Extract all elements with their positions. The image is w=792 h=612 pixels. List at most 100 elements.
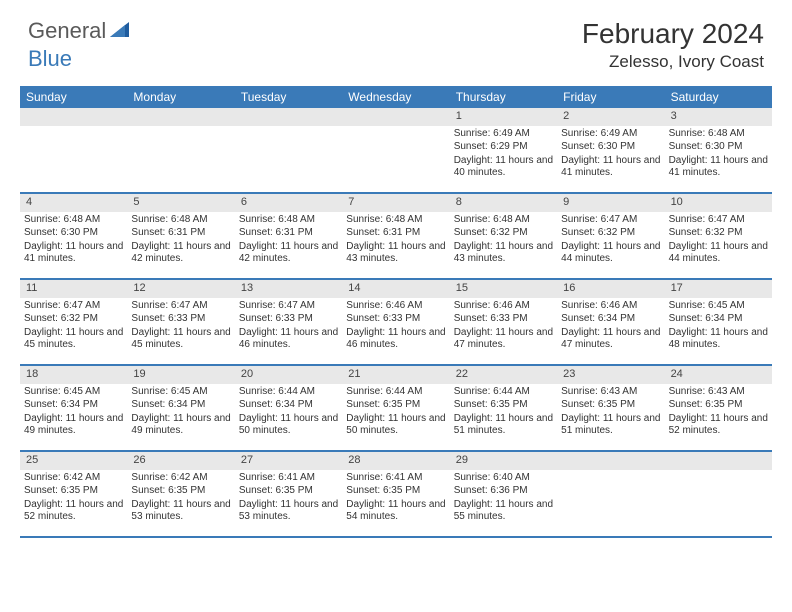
day-content: Sunrise: 6:43 AMSunset: 6:35 PMDaylight:… — [665, 384, 772, 443]
day-cell: 25Sunrise: 6:42 AMSunset: 6:35 PMDayligh… — [20, 452, 127, 536]
day-number: 17 — [665, 280, 772, 298]
daylight-text: Daylight: 11 hours and 48 minutes. — [669, 327, 768, 352]
empty-day-number — [127, 108, 234, 126]
day-cell — [665, 452, 772, 536]
day-content: Sunrise: 6:44 AMSunset: 6:35 PMDaylight:… — [342, 384, 449, 443]
sunset-text: Sunset: 6:36 PM — [454, 485, 553, 498]
weekday-header: Sunday — [20, 86, 127, 108]
week-row: 18Sunrise: 6:45 AMSunset: 6:34 PMDayligh… — [20, 366, 772, 452]
day-number: 15 — [450, 280, 557, 298]
daylight-text: Daylight: 11 hours and 52 minutes. — [669, 413, 768, 438]
day-content: Sunrise: 6:45 AMSunset: 6:34 PMDaylight:… — [665, 298, 772, 357]
day-cell: 15Sunrise: 6:46 AMSunset: 6:33 PMDayligh… — [450, 280, 557, 364]
logo-text-1: General — [28, 18, 106, 44]
day-content: Sunrise: 6:46 AMSunset: 6:33 PMDaylight:… — [342, 298, 449, 357]
sunrise-text: Sunrise: 6:48 AM — [24, 214, 123, 227]
day-number: 28 — [342, 452, 449, 470]
sunset-text: Sunset: 6:33 PM — [131, 313, 230, 326]
sunrise-text: Sunrise: 6:47 AM — [669, 214, 768, 227]
daylight-text: Daylight: 11 hours and 44 minutes. — [669, 241, 768, 266]
sunset-text: Sunset: 6:31 PM — [346, 227, 445, 240]
day-number: 24 — [665, 366, 772, 384]
empty-day-number — [235, 108, 342, 126]
day-cell: 6Sunrise: 6:48 AMSunset: 6:31 PMDaylight… — [235, 194, 342, 278]
day-cell — [20, 108, 127, 192]
daylight-text: Daylight: 11 hours and 49 minutes. — [24, 413, 123, 438]
daylight-text: Daylight: 11 hours and 46 minutes. — [239, 327, 338, 352]
empty-day-number — [342, 108, 449, 126]
sunset-text: Sunset: 6:34 PM — [131, 399, 230, 412]
daylight-text: Daylight: 11 hours and 53 minutes. — [239, 499, 338, 524]
daylight-text: Daylight: 11 hours and 54 minutes. — [346, 499, 445, 524]
day-content: Sunrise: 6:42 AMSunset: 6:35 PMDaylight:… — [127, 470, 234, 529]
day-number: 18 — [20, 366, 127, 384]
sunrise-text: Sunrise: 6:45 AM — [24, 386, 123, 399]
sunrise-text: Sunrise: 6:48 AM — [669, 128, 768, 141]
day-cell: 23Sunrise: 6:43 AMSunset: 6:35 PMDayligh… — [557, 366, 664, 450]
day-cell: 11Sunrise: 6:47 AMSunset: 6:32 PMDayligh… — [20, 280, 127, 364]
day-cell: 27Sunrise: 6:41 AMSunset: 6:35 PMDayligh… — [235, 452, 342, 536]
daylight-text: Daylight: 11 hours and 55 minutes. — [454, 499, 553, 524]
daylight-text: Daylight: 11 hours and 41 minutes. — [24, 241, 123, 266]
daylight-text: Daylight: 11 hours and 41 minutes. — [669, 155, 768, 180]
day-number: 3 — [665, 108, 772, 126]
daylight-text: Daylight: 11 hours and 42 minutes. — [131, 241, 230, 266]
day-content: Sunrise: 6:41 AMSunset: 6:35 PMDaylight:… — [342, 470, 449, 529]
daylight-text: Daylight: 11 hours and 49 minutes. — [131, 413, 230, 438]
day-content: Sunrise: 6:48 AMSunset: 6:32 PMDaylight:… — [450, 212, 557, 271]
day-number: 22 — [450, 366, 557, 384]
title-block: February 2024 Zelesso, Ivory Coast — [582, 18, 764, 72]
day-cell: 16Sunrise: 6:46 AMSunset: 6:34 PMDayligh… — [557, 280, 664, 364]
sunrise-text: Sunrise: 6:49 AM — [561, 128, 660, 141]
sunset-text: Sunset: 6:32 PM — [24, 313, 123, 326]
day-cell: 20Sunrise: 6:44 AMSunset: 6:34 PMDayligh… — [235, 366, 342, 450]
sunrise-text: Sunrise: 6:42 AM — [24, 472, 123, 485]
weekday-header-row: Sunday Monday Tuesday Wednesday Thursday… — [20, 86, 772, 108]
day-number: 4 — [20, 194, 127, 212]
daylight-text: Daylight: 11 hours and 51 minutes. — [561, 413, 660, 438]
sunset-text: Sunset: 6:33 PM — [346, 313, 445, 326]
logo-text-2: Blue — [28, 46, 72, 71]
sunrise-text: Sunrise: 6:46 AM — [346, 300, 445, 313]
day-cell: 13Sunrise: 6:47 AMSunset: 6:33 PMDayligh… — [235, 280, 342, 364]
day-cell: 24Sunrise: 6:43 AMSunset: 6:35 PMDayligh… — [665, 366, 772, 450]
daylight-text: Daylight: 11 hours and 51 minutes. — [454, 413, 553, 438]
sunrise-text: Sunrise: 6:49 AM — [454, 128, 553, 141]
sunrise-text: Sunrise: 6:44 AM — [454, 386, 553, 399]
week-row: 1Sunrise: 6:49 AMSunset: 6:29 PMDaylight… — [20, 108, 772, 194]
sunrise-text: Sunrise: 6:43 AM — [669, 386, 768, 399]
header: General February 2024 Zelesso, Ivory Coa… — [0, 0, 792, 80]
empty-day-number — [665, 452, 772, 470]
day-number: 5 — [127, 194, 234, 212]
daylight-text: Daylight: 11 hours and 50 minutes. — [346, 413, 445, 438]
sunrise-text: Sunrise: 6:42 AM — [131, 472, 230, 485]
day-content: Sunrise: 6:48 AMSunset: 6:31 PMDaylight:… — [342, 212, 449, 271]
daylight-text: Daylight: 11 hours and 50 minutes. — [239, 413, 338, 438]
calendar: Sunday Monday Tuesday Wednesday Thursday… — [0, 80, 792, 538]
sunrise-text: Sunrise: 6:48 AM — [131, 214, 230, 227]
day-number: 8 — [450, 194, 557, 212]
sunset-text: Sunset: 6:32 PM — [669, 227, 768, 240]
sunset-text: Sunset: 6:33 PM — [239, 313, 338, 326]
sunrise-text: Sunrise: 6:47 AM — [131, 300, 230, 313]
weekday-header: Monday — [127, 86, 234, 108]
week-row: 4Sunrise: 6:48 AMSunset: 6:30 PMDaylight… — [20, 194, 772, 280]
day-content: Sunrise: 6:46 AMSunset: 6:34 PMDaylight:… — [557, 298, 664, 357]
day-number: 21 — [342, 366, 449, 384]
sunrise-text: Sunrise: 6:47 AM — [24, 300, 123, 313]
day-number: 20 — [235, 366, 342, 384]
day-content: Sunrise: 6:40 AMSunset: 6:36 PMDaylight:… — [450, 470, 557, 529]
sunset-text: Sunset: 6:33 PM — [454, 313, 553, 326]
day-content: Sunrise: 6:45 AMSunset: 6:34 PMDaylight:… — [20, 384, 127, 443]
day-cell: 9Sunrise: 6:47 AMSunset: 6:32 PMDaylight… — [557, 194, 664, 278]
day-content: Sunrise: 6:47 AMSunset: 6:32 PMDaylight:… — [20, 298, 127, 357]
sunset-text: Sunset: 6:35 PM — [346, 485, 445, 498]
day-content: Sunrise: 6:47 AMSunset: 6:33 PMDaylight:… — [127, 298, 234, 357]
sunrise-text: Sunrise: 6:46 AM — [454, 300, 553, 313]
day-cell: 8Sunrise: 6:48 AMSunset: 6:32 PMDaylight… — [450, 194, 557, 278]
sunrise-text: Sunrise: 6:47 AM — [561, 214, 660, 227]
daylight-text: Daylight: 11 hours and 43 minutes. — [346, 241, 445, 266]
day-number: 1 — [450, 108, 557, 126]
weekday-header: Tuesday — [235, 86, 342, 108]
day-content: Sunrise: 6:45 AMSunset: 6:34 PMDaylight:… — [127, 384, 234, 443]
